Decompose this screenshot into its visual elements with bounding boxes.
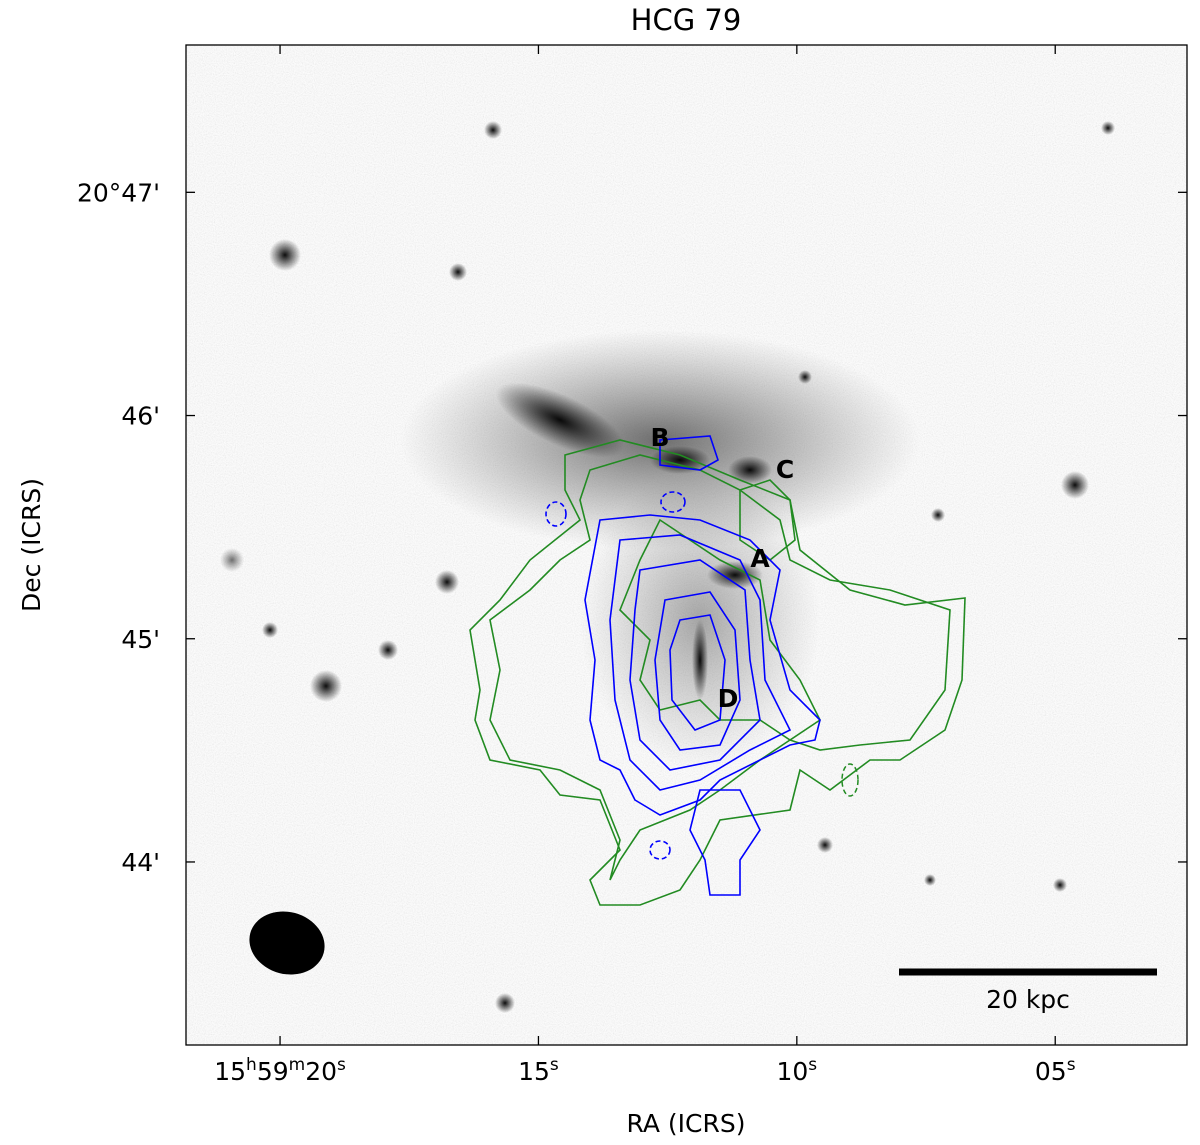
scale-bar-label: 20 kpc xyxy=(986,985,1070,1014)
hi-contours-green xyxy=(469,439,966,906)
axes-frame xyxy=(185,44,1188,1046)
x-tick-label: 15h59m20s xyxy=(214,1055,346,1086)
sky-image xyxy=(186,45,1187,1045)
chart-title: HCG 79 xyxy=(631,3,742,37)
x-axis-label: RA (ICRS) xyxy=(627,1109,746,1138)
x-tick-label: 10s xyxy=(776,1055,817,1086)
y-axis-label: Dec (ICRS) xyxy=(17,478,46,612)
galaxy-label: B xyxy=(650,423,669,452)
y-tick-label: 46' xyxy=(121,402,160,431)
y-tick-label: 44' xyxy=(121,848,160,877)
beam xyxy=(249,911,325,975)
x-tick-label: 15s xyxy=(518,1055,559,1086)
y-tick-label: 20°47' xyxy=(77,178,160,207)
hi-contours-blue xyxy=(545,435,821,896)
galaxy-label: A xyxy=(750,544,770,573)
galaxy-label: D xyxy=(718,684,739,713)
galaxy-label: C xyxy=(776,455,794,484)
y-tick-label: 45' xyxy=(121,625,160,654)
negative-contour xyxy=(841,763,859,797)
x-tick-label: 05s xyxy=(1035,1055,1076,1086)
